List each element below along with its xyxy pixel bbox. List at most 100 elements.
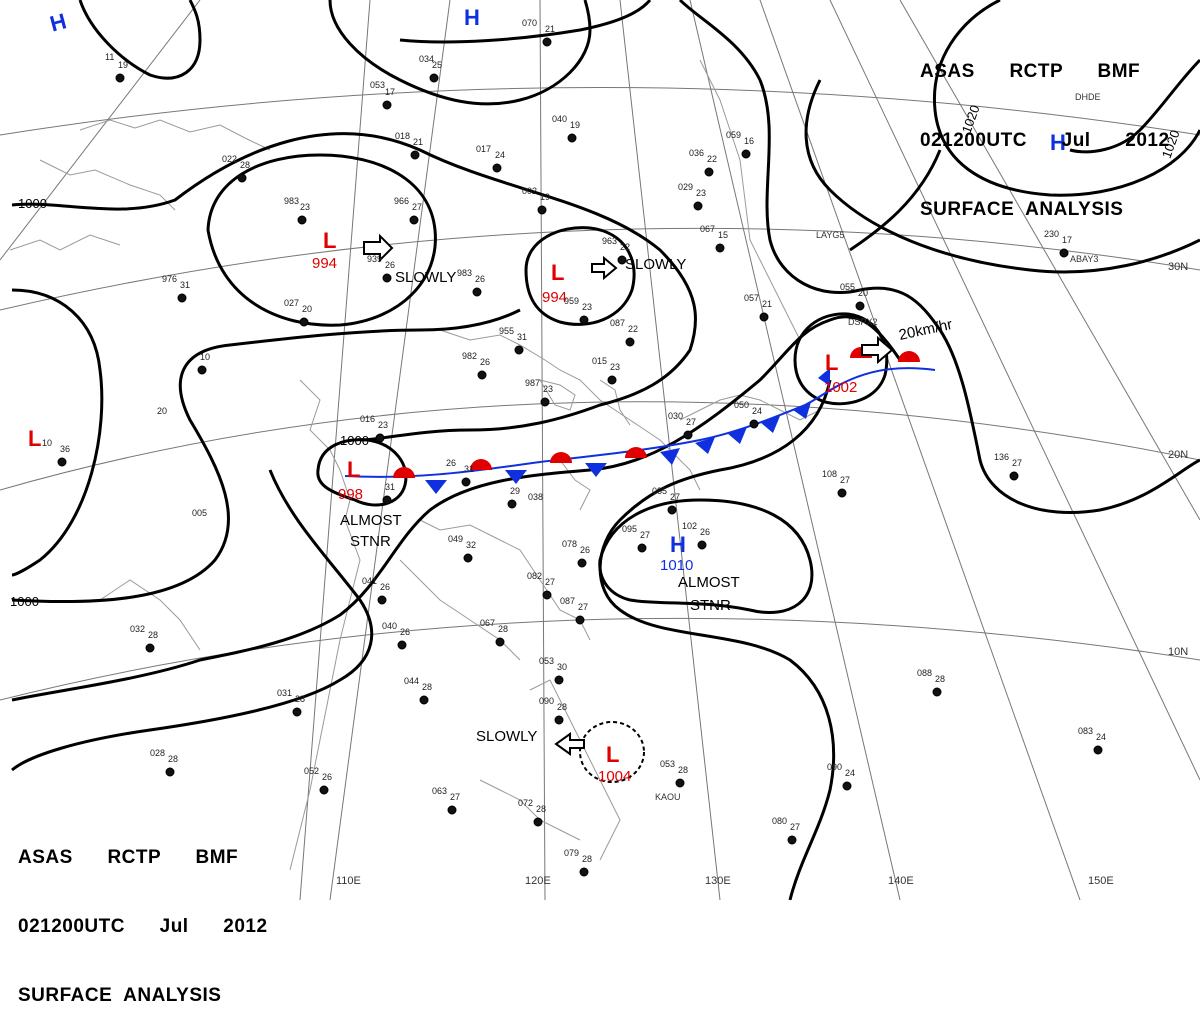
movement-arrow [363,233,394,263]
movement-arrow [861,335,894,365]
low-center: L 994 [312,228,337,272]
station-value: 27 [790,822,800,832]
low-symbol: L [825,350,838,375]
station-value: 049 [448,534,463,544]
station-value: 063 [432,786,447,796]
station-value: 31 [464,464,474,474]
station-value: 987 [525,378,540,388]
station-value: 26 [446,458,456,468]
movement-label: ALMOST [340,512,402,529]
grid-labels: 110E 120E 130E 140E 150E 30N 20N 10N [336,261,1188,887]
station-value: 29 [510,486,520,496]
station-value: 032 [130,624,145,634]
station-value: 040 [552,114,567,124]
station-value: 24 [1096,732,1106,742]
station-value: 11 [105,52,114,62]
movement-label: SLOWLY [625,256,686,273]
station-symbol [842,781,852,791]
station-value: 23 [300,202,310,212]
isobar-label: 1000 [10,594,39,609]
header-line-source: ASAS RCTP BMF [920,61,1141,82]
high-center: H 1010 [660,532,693,574]
station-value: 015 [592,356,607,366]
station-value: 982 [462,351,477,361]
isobar-line [316,438,408,507]
high-center: H [47,8,69,36]
station-value: 27 [640,530,650,540]
high-center: H [1050,130,1066,155]
low-symbol: L [28,426,41,451]
station-value: 072 [518,798,533,808]
low-symbol: L [551,260,564,285]
station-symbol [579,867,589,877]
station-value: 044 [404,676,419,686]
station-symbol [382,100,392,110]
station-symbol [540,397,550,407]
high-symbol: H [47,8,69,36]
station-value: 25 [432,60,442,70]
station-value: 959 [564,296,579,306]
station-value: 050 [734,400,749,410]
station-value: 23 [696,188,706,198]
isobar-line [206,153,437,327]
station-value: 983 [457,268,472,278]
station-symbol [855,301,865,311]
header-line-title: SURFACE ANALYSIS [18,985,222,1006]
station-value: 087 [560,596,575,606]
station-value: 23 [543,384,553,394]
station-symbol [575,615,585,625]
station-symbol [57,457,67,467]
dashed-isobar [579,721,645,783]
station-value: 23 [378,420,388,430]
station-value: 26 [322,772,332,782]
station-value: 31 [517,332,527,342]
station-symbol [409,215,419,225]
station-value: 057 [744,293,759,303]
station-value: 085 [652,486,667,496]
station-value: 28 [422,682,432,692]
station-value: 19 [570,120,580,130]
station-value: 040 [382,621,397,631]
station-symbol [715,243,725,253]
station-value: 23 [610,362,620,372]
station-symbol [932,687,942,697]
station-value: 24 [495,150,505,160]
lon-label: 130E [705,875,731,887]
station-value: 087 [610,318,625,328]
station-value: 070 [522,18,537,28]
movement-label: SLOWLY [395,269,456,286]
lat-label: 20N [1168,449,1188,461]
isobar-line [804,79,1200,274]
station-symbol [514,345,524,355]
header-line-source: ASAS RCTP BMF [18,847,239,868]
station-value: 108 [822,469,837,479]
station-symbol [419,695,429,705]
station-value: 055 [840,282,855,292]
station-value: 079 [564,848,579,858]
isobar-line [598,379,836,900]
station-symbol [579,315,589,325]
station-value: 083 [1078,726,1093,736]
station-value: 027 [284,298,299,308]
station-value: 088 [917,668,932,678]
isobar-line [11,288,104,577]
station-symbol [542,37,552,47]
station-value: 966 [394,196,409,206]
station-value: 082 [527,571,542,581]
low-pressure-value: 994 [542,289,567,306]
station-value: 963 [602,236,617,246]
station-symbol [741,149,751,159]
station-symbol [495,637,505,647]
station-value: 095 [622,524,637,534]
low-pressure-value: 998 [338,486,363,503]
station-value: 27 [670,492,680,502]
station-value: 28 [148,630,158,640]
station-value: 030 [668,411,683,421]
weather-map: 110E 120E 130E 140E 150E 30N 20N 10N [0,0,1200,900]
low-symbol: L [606,742,619,767]
station-symbol [297,215,307,225]
low-center: L 1004 [598,742,631,785]
isobar-line [932,0,1200,197]
low-symbol: L [347,457,360,482]
station-value: 230 [1044,229,1059,239]
